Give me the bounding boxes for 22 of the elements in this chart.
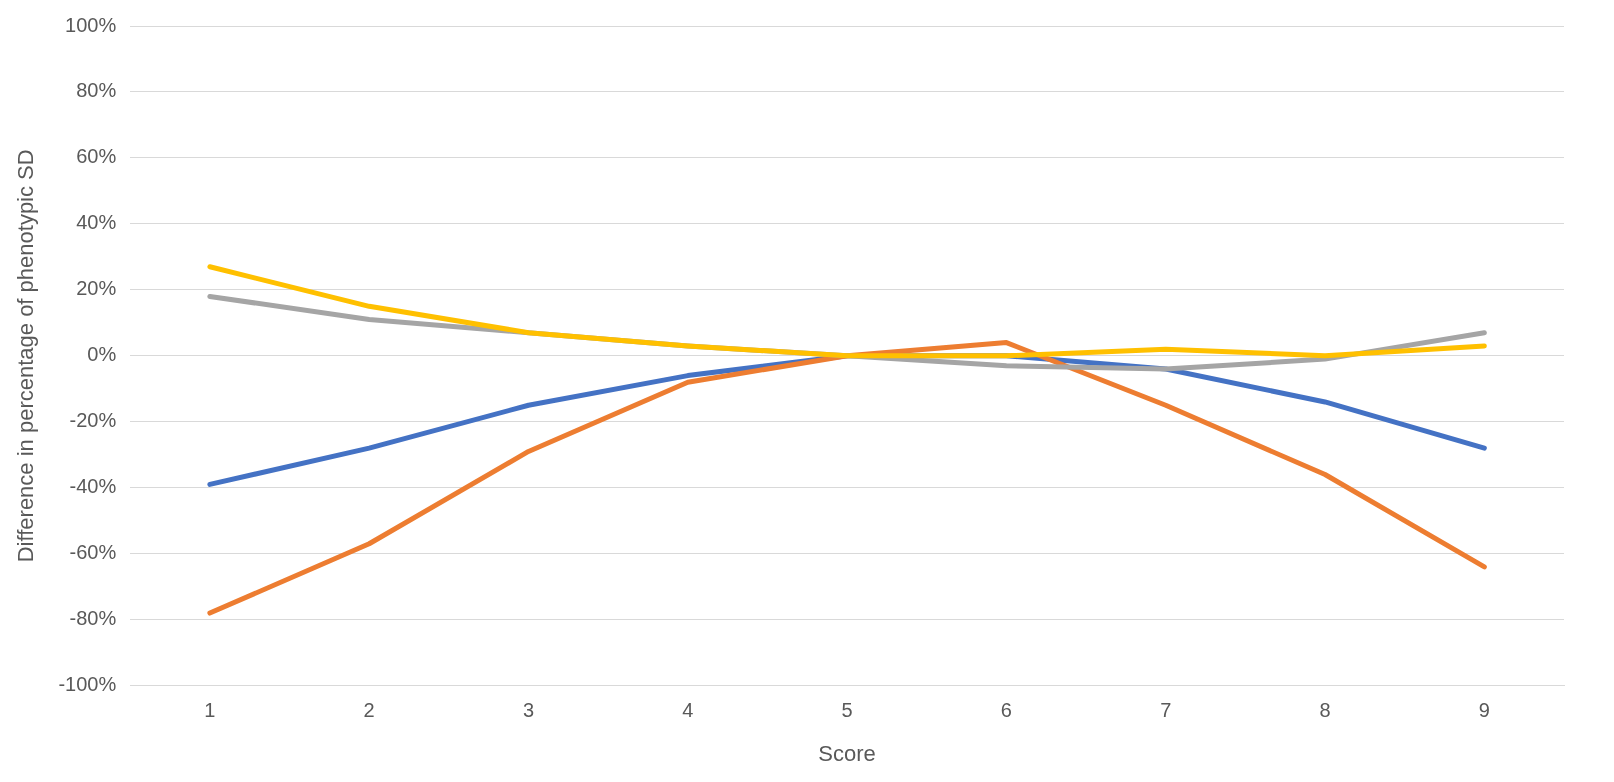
x-tick-label: 9: [1478, 699, 1490, 722]
x-tick-label: 5: [841, 699, 853, 722]
y-tick-label: -80%: [69, 607, 117, 630]
y-tick-label: 40%: [76, 211, 117, 234]
y-tick-label: -60%: [69, 541, 117, 564]
x-tick-label: 1: [204, 699, 216, 722]
x-axis-title: Score: [818, 740, 876, 766]
x-tick-label: 7: [1160, 699, 1172, 722]
x-tick-label: 8: [1319, 699, 1331, 722]
y-tick-label: 100%: [65, 13, 117, 36]
x-tick-label: 2: [363, 699, 375, 722]
x-tick-label: 4: [682, 699, 694, 722]
y-tick-label: -100%: [58, 673, 117, 696]
y-tick-label: -20%: [69, 409, 117, 432]
y-tick-label: 80%: [76, 79, 117, 102]
y-tick-label: 0%: [87, 343, 117, 366]
x-tick-label: 6: [1000, 699, 1012, 722]
y-tick-label: -40%: [69, 475, 117, 498]
y-tick-label: 20%: [76, 277, 117, 300]
x-tick-label: 3: [522, 699, 535, 722]
y-tick-label: 60%: [76, 145, 117, 168]
y-axis-title: Difference in percentage of phenotypic SD: [13, 149, 39, 563]
